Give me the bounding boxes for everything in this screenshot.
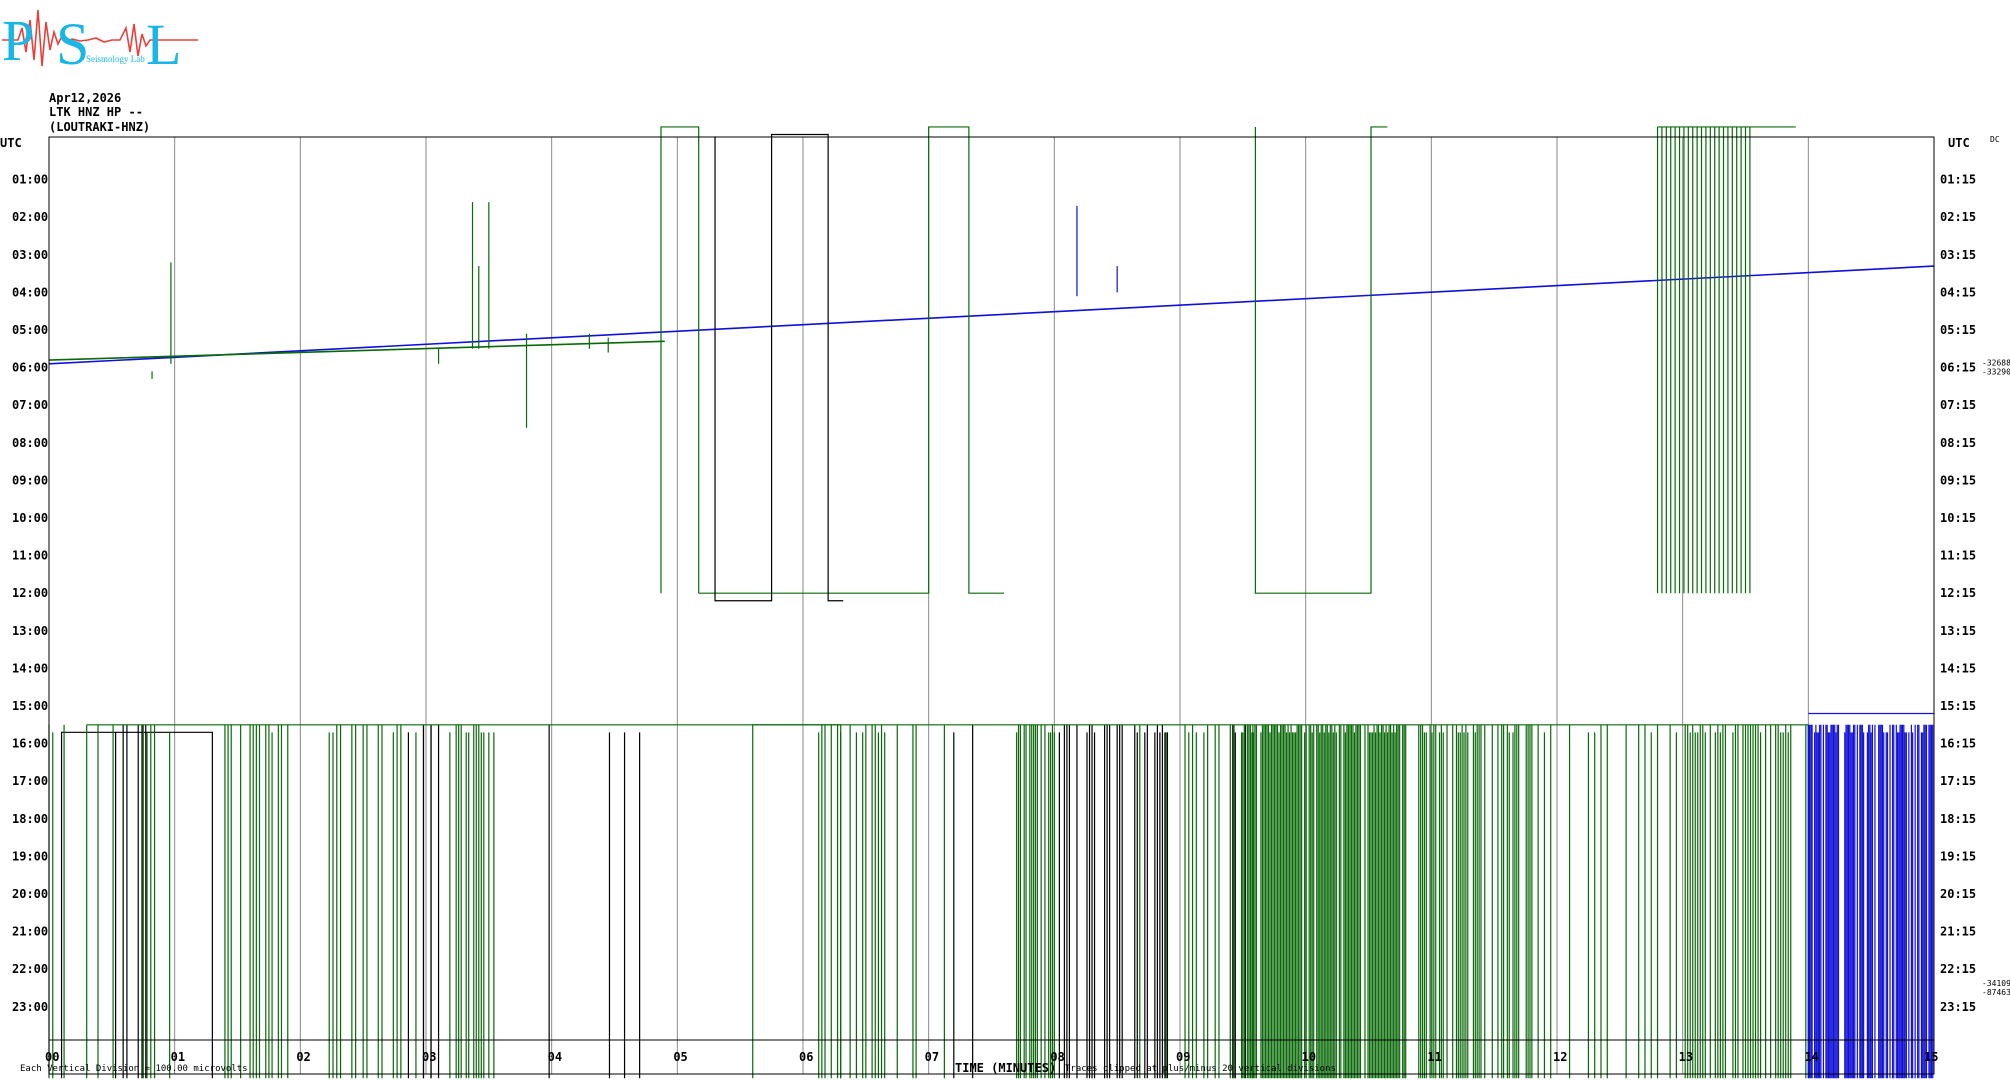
right-hour-label: 12:15 — [1940, 586, 1976, 600]
left-hour-label: 15:00 — [12, 699, 48, 713]
logo-letter-l: L — [146, 12, 181, 72]
left-hour-label: 17:00 — [12, 774, 48, 788]
minute-label: 07 — [925, 1050, 939, 1064]
logo-letter-p: P — [2, 8, 34, 72]
minute-label: 10 — [1302, 1050, 1316, 1064]
right-hour-label: 07:15 — [1940, 398, 1976, 412]
minute-label: 02 — [296, 1050, 310, 1064]
left-hour-label: 09:00 — [12, 473, 48, 487]
right-hour-label: 13:15 — [1940, 624, 1976, 638]
right-hour-label: 10:15 — [1940, 511, 1976, 525]
left-hour-label: 22:00 — [12, 962, 48, 976]
right-hour-label: 16:15 — [1940, 737, 1976, 751]
right-hour-label: 14:15 — [1940, 661, 1976, 675]
trace-segment — [48, 340, 665, 361]
right-hour-label: 02:15 — [1940, 210, 1976, 224]
minute-label: 11 — [1427, 1050, 1441, 1064]
left-hour-label: 11:00 — [12, 549, 48, 563]
left-hour-label: 10:00 — [12, 511, 48, 525]
dc-value: -32688 — [1982, 359, 2010, 368]
x-axis-title: TIME (MINUTES) — [955, 1061, 1056, 1075]
minute-label: 03 — [422, 1050, 436, 1064]
left-hour-label: 23:00 — [12, 1000, 48, 1014]
trace-segment — [752, 724, 842, 1079]
right-hour-label: 11:15 — [1940, 549, 1976, 563]
dc-value: -33290 — [1982, 368, 2010, 377]
dc-label: DC — [1990, 135, 2000, 144]
minute-label: 15 — [1924, 1050, 1938, 1064]
right-hour-label: 22:15 — [1940, 962, 1976, 976]
logo-letter-s: S — [56, 11, 89, 72]
dc-values: -32688-33290 -34109-87463 — [1982, 359, 2010, 997]
right-hour-label: 04:15 — [1940, 285, 1976, 299]
dc-value: -87463 — [1982, 988, 2010, 997]
trace-segment — [660, 126, 700, 594]
left-hour-label: 19:00 — [12, 849, 48, 863]
right-hour-labels: 01:15 02:15 03:15 04:15 05:15 06:15 07:15 08:15… — [1940, 173, 1976, 1014]
right-hour-label: 18:15 — [1940, 812, 1976, 826]
footer-scale-note: Each Vertical Division = 100.00 microvol… — [20, 1064, 248, 1074]
minute-label: 04 — [548, 1050, 562, 1064]
logo-subtext: Seismology Lab — [86, 54, 145, 64]
left-hour-label: 08:00 — [12, 436, 48, 450]
left-hour-label: 14:00 — [12, 661, 48, 675]
left-hour-label: 21:00 — [12, 925, 48, 939]
minute-labels: 00 01 02 03 04 05 06 07 08 09 10 11 12 13 14 15 — [45, 1050, 1938, 1064]
left-hour-labels: 01:00 02:00 03:00 04:00 05:00 06:00 07:00 08:00… — [12, 173, 48, 1014]
minute-label: 13 — [1679, 1050, 1693, 1064]
right-hour-label: 15:15 — [1940, 699, 1976, 713]
left-hour-label: 13:00 — [12, 624, 48, 638]
left-hour-label: 02:00 — [12, 210, 48, 224]
minute-label: 01 — [171, 1050, 185, 1064]
right-hour-label: 17:15 — [1940, 774, 1976, 788]
left-hour-label: 04:00 — [12, 285, 48, 299]
seismogram-wave-icon — [2, 9, 198, 67]
left-hour-label: 06:00 — [12, 361, 48, 375]
seismic-traces — [48, 126, 1935, 1079]
plot-frame — [48, 136, 1935, 1075]
header-location: (LOUTRAKI-HNZ) — [49, 120, 151, 134]
right-hour-label: 19:15 — [1940, 849, 1976, 863]
right-hour-label: 03:15 — [1940, 248, 1976, 262]
left-hour-label: 07:00 — [12, 398, 48, 412]
header-date: Apr12,2026 — [49, 91, 122, 105]
trace-segment — [698, 126, 1005, 594]
right-hour-label: 20:15 — [1940, 887, 1976, 901]
right-hour-label: 01:15 — [1940, 173, 1976, 187]
minute-label: 06 — [799, 1050, 813, 1064]
grid-lines — [174, 137, 1809, 1074]
right-hour-label: 08:15 — [1940, 436, 1976, 450]
left-hour-label: 16:00 — [12, 737, 48, 751]
trace-segment — [714, 133, 844, 602]
footer-clip-note: Traces clipped at plus/minus 20 vertical… — [1065, 1064, 1336, 1074]
dc-value: -34109 — [1982, 979, 2010, 988]
minute-label: 00 — [45, 1050, 59, 1064]
right-hour-label: 05:15 — [1940, 323, 1976, 337]
trace-segment — [1254, 126, 1388, 594]
minute-label: 09 — [1176, 1050, 1190, 1064]
left-hour-label: 05:00 — [12, 323, 48, 337]
left-hour-label: 01:00 — [12, 173, 48, 187]
minute-label: 05 — [673, 1050, 687, 1064]
right-utc-title: UTC — [1948, 136, 1970, 150]
psl-logo: P S L Seismology Lab — [2, 8, 198, 72]
right-hour-label: 21:15 — [1940, 925, 1976, 939]
left-hour-label: 20:00 — [12, 887, 48, 901]
header-station: LTK HNZ HP -- — [49, 105, 143, 119]
left-hour-label: 18:00 — [12, 812, 48, 826]
trace-segment — [60, 731, 213, 1079]
minute-label: 12 — [1553, 1050, 1567, 1064]
minute-label: 08 — [1050, 1050, 1064, 1064]
right-hour-label: 23:15 — [1940, 1000, 1976, 1014]
left-hour-label: 03:00 — [12, 248, 48, 262]
left-hour-label: 12:00 — [12, 586, 48, 600]
right-hour-label: 09:15 — [1940, 473, 1976, 487]
minute-label: 14 — [1804, 1050, 1818, 1064]
right-hour-label: 06:15 — [1940, 361, 1976, 375]
trace-segment — [48, 265, 1935, 365]
left-utc-title: UTC — [0, 136, 22, 150]
